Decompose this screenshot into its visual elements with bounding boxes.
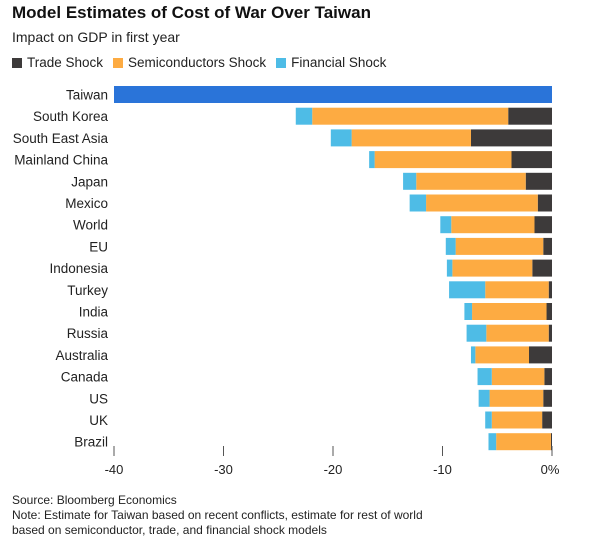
category-label: Turkey <box>67 283 108 298</box>
bar-segment-semiconductors <box>312 107 509 125</box>
bar-segment-trade <box>508 107 552 125</box>
legend: Trade Shock Semiconductors Shock Financi… <box>12 55 386 70</box>
x-tick-label: -40 <box>105 462 124 477</box>
bar-segment-semiconductors <box>416 172 526 190</box>
bar-segment-financial <box>369 151 375 169</box>
bar-segment-semiconductors <box>452 259 533 277</box>
bar-segment-trade <box>542 411 552 429</box>
bar-segment-trade <box>470 129 552 147</box>
category-label: Indonesia <box>49 261 108 276</box>
legend-swatch <box>276 57 287 68</box>
category-label: South East Asia <box>13 131 109 146</box>
bar-segment-financial <box>403 172 417 190</box>
bar-segment-financial <box>446 259 453 277</box>
bar-segment-financial <box>409 194 427 212</box>
bar-segment-financial <box>470 346 476 364</box>
bar-segment-semiconductors <box>475 346 530 364</box>
legend-swatch <box>12 57 22 68</box>
category-label: South Korea <box>33 109 109 124</box>
chart-subtitle: Impact on GDP in first year <box>12 29 180 45</box>
bar-segment-semiconductors <box>451 216 535 234</box>
bar-segment-trade <box>548 324 552 342</box>
legend-item-trade: Trade Shock <box>12 55 103 70</box>
bar-segment-trade <box>532 259 552 277</box>
legend-label: Semiconductors Shock <box>128 55 267 70</box>
bar-segment-financial <box>440 216 452 234</box>
bar-segment-semiconductors <box>489 389 544 407</box>
bar-segment-semiconductors <box>351 129 471 147</box>
bar-segment-trade <box>546 303 552 320</box>
bar-segment-semiconductors <box>426 194 538 212</box>
bar-segment-semiconductors <box>491 411 543 429</box>
bar-segment-semiconductors <box>485 281 549 299</box>
category-label: UK <box>89 413 108 428</box>
bar-segment-financial <box>466 324 487 342</box>
category-label: World <box>73 218 108 233</box>
bar-segment-financial <box>477 368 492 386</box>
bar-segment-financial <box>445 237 456 255</box>
legend-label: Financial Shock <box>291 55 387 70</box>
category-label: Japan <box>71 174 108 189</box>
category-label: Canada <box>61 370 109 385</box>
x-tick-label: -10 <box>433 462 452 477</box>
category-label: EU <box>89 239 108 254</box>
bar-segment-semiconductors <box>455 237 544 255</box>
legend-label: Trade Shock <box>27 55 104 70</box>
x-tick-label: -30 <box>214 462 233 477</box>
category-label: Russia <box>67 326 109 341</box>
category-label: US <box>89 391 108 406</box>
bar-segment-trade <box>544 368 552 386</box>
bar-segment-financial <box>464 303 473 320</box>
category-label: India <box>79 305 109 320</box>
bar-segment-semiconductors <box>374 151 512 169</box>
bar-segment-financial <box>295 107 313 125</box>
bar-segment-trade <box>511 151 552 169</box>
bar-segment-trade <box>548 281 552 299</box>
bar-segment-semiconductors <box>491 368 545 386</box>
bar-total <box>114 86 552 103</box>
category-label: Australia <box>55 348 108 363</box>
bar-segment-semiconductors <box>486 324 549 342</box>
bar-segment-trade <box>529 346 552 364</box>
bar-segment-financial <box>485 411 492 429</box>
bar-segment-trade <box>543 237 552 255</box>
bar-segment-financial <box>488 433 497 451</box>
x-tick-label: 0% <box>541 462 560 477</box>
bar-segment-trade <box>534 216 552 234</box>
category-label: Mexico <box>65 196 108 211</box>
bar-segment-trade <box>537 194 552 212</box>
chart-title: Model Estimates of Cost of War Over Taiw… <box>12 3 371 22</box>
category-label: Taiwan <box>66 88 108 103</box>
bar-segment-semiconductors <box>496 433 551 451</box>
x-tick-label: -20 <box>324 462 343 477</box>
source-text: Source: Bloomberg Economics <box>12 493 177 507</box>
note-line-1: Note: Estimate for Taiwan based on recen… <box>12 508 423 522</box>
bar-segment-financial <box>478 389 490 407</box>
category-label: Mainland China <box>14 153 108 168</box>
bar-segment-trade <box>543 389 552 407</box>
bar-segment-trade <box>525 172 552 190</box>
bar-segment-financial <box>330 129 352 147</box>
bar-segment-semiconductors <box>472 303 547 320</box>
note-line-2: based on semiconductor, trade, and finan… <box>12 523 327 537</box>
category-label: Brazil <box>74 435 108 450</box>
legend-item-semiconductors: Semiconductors Shock <box>113 55 266 70</box>
bar-segment-financial <box>449 281 486 299</box>
legend-item-financial: Financial Shock <box>276 55 386 70</box>
legend-swatch <box>113 57 124 68</box>
bar-segment-trade <box>550 433 552 451</box>
